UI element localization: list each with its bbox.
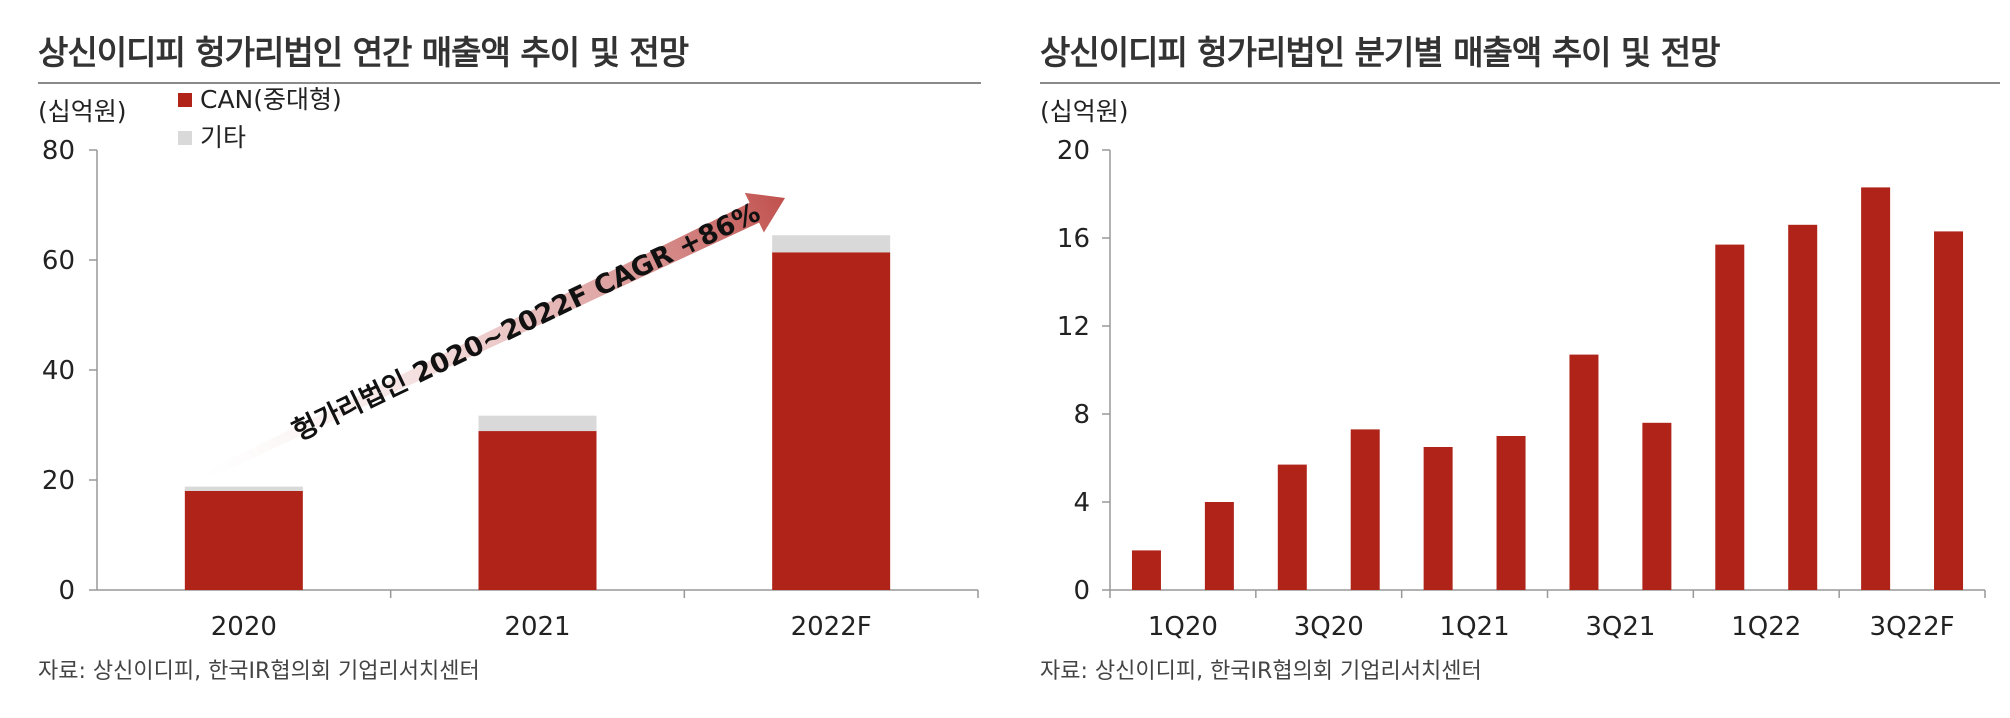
left-source-note: 자료: 상신이디피, 한국IR협의회 기업리서치센터 (38, 659, 480, 684)
right-unit-label: (십억원) (1040, 97, 1129, 126)
left-title-rule (38, 82, 981, 84)
growth-arrow-shape (203, 192, 786, 480)
right-y-tick-label: 20 (1057, 136, 1090, 166)
quarterly-revenue-bar (1934, 231, 1964, 590)
right-y-tick-label: 0 (1073, 576, 1090, 606)
right-x-tick-label: 1Q22 (1731, 612, 1801, 642)
quarterly-revenue-bar (1277, 464, 1307, 590)
cagr-annotation-text: 헝가리법인 2020~2022F CAGR +86% (288, 197, 766, 447)
bar-other-segment (772, 235, 891, 253)
left-y-tick-label: 0 (58, 576, 75, 606)
left-chart-title: 상신이디피 헝가리법인 연간 매출액 추이 및 전망 (38, 33, 689, 72)
right-bar-chart: 0 4 8 12 16 20 1Q20 3Q20 1Q21 3Q21 1Q22 3Q22F (1057, 136, 1986, 642)
quarterly-revenue-bar (1788, 224, 1818, 591)
left-x-tick-label: 2022F (791, 612, 872, 642)
right-chart-title: 상신이디피 헝가리법인 분기별 매출액 추이 및 전망 (1040, 33, 1720, 72)
right-x-tick-label: 1Q20 (1148, 612, 1218, 642)
left-x-tick-label: 2021 (504, 612, 570, 642)
left-cagr-annotation: 헝가리법인 2020~2022F CAGR +86% (288, 197, 766, 447)
quarterly-revenue-bar (1423, 447, 1453, 590)
left-growth-arrow (203, 192, 786, 480)
right-y-tick-label: 8 (1073, 400, 1090, 430)
right-y-tick-label: 12 (1057, 312, 1090, 342)
right-x-tick-label: 3Q21 (1585, 612, 1655, 642)
quarterly-revenue-bar (1642, 422, 1672, 590)
right-x-tick-label: 1Q21 (1440, 612, 1510, 642)
left-y-tick-label: 60 (42, 246, 75, 276)
quarterly-revenue-bar (1204, 502, 1234, 590)
left-chart-panel: 상신이디피 헝가리법인 연간 매출액 추이 및 전망 (십억원) 0 20 40 60… (0, 0, 1000, 718)
right-source-note: 자료: 상신이디피, 한국IR협의회 기업리서치센터 (1040, 659, 1482, 684)
legend-label-can: CAN(중대형) (200, 85, 342, 114)
right-y-tick-label: 16 (1057, 224, 1090, 254)
left-y-tick-label: 20 (42, 466, 75, 496)
quarterly-revenue-bar (1569, 354, 1599, 590)
quarterly-revenue-bar (1861, 187, 1891, 590)
right-x-tick-label: 3Q22F (1870, 612, 1955, 642)
legend-label-other: 기타 (200, 123, 246, 152)
quarterly-revenue-bar (1131, 550, 1161, 590)
bar-other-segment (184, 486, 303, 491)
bar-can-segment (478, 431, 597, 590)
bar-can-segment (772, 252, 891, 591)
bar-can-segment (184, 491, 303, 590)
right-y-tick-label: 4 (1073, 488, 1090, 518)
right-x-tick-label: 3Q20 (1294, 612, 1364, 642)
left-unit-label: (십억원) (38, 97, 127, 126)
left-bar-chart: 0 20 40 60 80 2020 2021 2022F 헝가리법인 2020~2022F C… (42, 85, 979, 642)
right-chart-panel: 상신이디피 헝가리법인 분기별 매출액 추이 및 전망 (십억원) 0 4 8 12 1… (1020, 0, 2010, 718)
right-title-rule (1040, 82, 2000, 84)
bar-other-segment (478, 415, 597, 432)
left-x-tick-label: 2020 (211, 612, 277, 642)
quarterly-revenue-bar (1350, 429, 1380, 590)
left-y-tick-label: 80 (42, 136, 75, 166)
quarterly-revenue-bar (1496, 436, 1526, 590)
left-y-tick-label: 40 (42, 356, 75, 386)
legend-swatch-can (178, 93, 192, 107)
quarterly-revenue-bar (1715, 244, 1745, 590)
legend-swatch-other (178, 131, 192, 145)
